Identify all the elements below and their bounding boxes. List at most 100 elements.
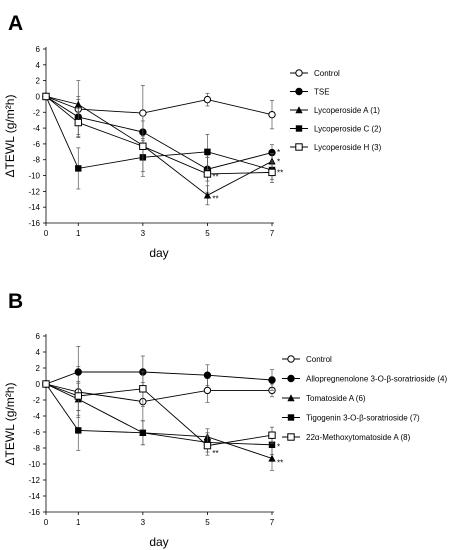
data-point	[74, 118, 82, 127]
legend-marker	[295, 106, 303, 114]
y-tick-label: -16	[28, 508, 40, 517]
y-tick-label: 2	[36, 77, 41, 86]
data-point	[203, 386, 212, 395]
chart-panel-a: A 6 4 2 0 -2 -4 -6 -8 -10 -12 -14 -16 0 1 3 5 7 day ΔTEWL (…	[3, 12, 382, 260]
legend-marker	[287, 374, 295, 383]
x-tick-label: 3	[141, 518, 146, 527]
y-tick-label: -8	[33, 444, 41, 453]
y-tick-label: -6	[33, 140, 41, 149]
legend: Control Allopregnenolone 3-O-β-soratriosi…	[282, 355, 447, 442]
y-tick-label: -10	[28, 172, 40, 181]
legend-item: Allopregnenolone 3-O-β-soratrioside (4)	[282, 375, 447, 384]
legend-marker	[295, 87, 303, 96]
y-tick-label: -4	[33, 412, 41, 421]
y-tick-label: -2	[33, 108, 41, 117]
x-tick-label: 3	[141, 229, 146, 238]
legend-marker	[287, 394, 295, 402]
legend-item: Control	[290, 69, 340, 78]
legend-item: Lycoperoside C (2)	[290, 125, 382, 134]
legend-marker	[287, 433, 295, 441]
significance-marker: **	[212, 449, 218, 458]
legend-item: Lycoperoside A (1)	[290, 106, 380, 115]
legend-item: Control	[282, 355, 332, 364]
data-point	[268, 376, 276, 384]
y-tick-label: 0	[36, 380, 41, 389]
data-point	[268, 168, 276, 177]
chart-panel-b: B 6 4 2 0 -2 -4 -6 -8 -10 -12 -14 -16 0 1 3 5 7 day ΔTEWL (…	[3, 290, 447, 549]
legend-item: Lycoperoside H (3)	[290, 143, 382, 152]
significance-marker: **	[212, 172, 218, 181]
data-point	[203, 441, 212, 450]
data-point	[42, 380, 50, 388]
legend-marker	[295, 69, 303, 77]
x-tick-label: 1	[76, 229, 81, 238]
y-tick-label: -14	[28, 203, 40, 212]
y-tick-label: 6	[36, 332, 41, 341]
y-tick-label: -6	[33, 428, 41, 437]
legend-label: Tomatoside A (6)	[306, 394, 366, 403]
x-tick-label: 5	[205, 229, 210, 238]
legend-label: Allopregnenolone 3-O-β-soratrioside (4)	[306, 375, 447, 384]
y-axis-title: ΔTEWL (g/m²h)	[3, 383, 17, 466]
y-tick-label: 0	[36, 92, 41, 101]
data-point	[139, 385, 147, 393]
legend-item: Tigogenin 3-O-β-soratrioside (7)	[282, 414, 420, 423]
data-point	[74, 392, 82, 400]
y-tick-label: 6	[36, 45, 41, 54]
legend-label: Lycoperoside C (2)	[314, 125, 382, 134]
data-point	[268, 431, 276, 439]
data-point	[268, 454, 276, 462]
legend-label: Lycoperoside A (1)	[314, 106, 380, 115]
x-tick-label: 0	[44, 518, 49, 527]
x-tick-label: 0	[44, 229, 49, 238]
x-tick-label: 7	[270, 229, 275, 238]
data-point	[203, 191, 212, 199]
legend-label: Control	[314, 69, 340, 78]
data-point	[74, 368, 82, 376]
data-point	[204, 148, 211, 156]
x-tick-label: 7	[270, 518, 275, 527]
data-point	[75, 427, 82, 434]
y-tick-label: -8	[33, 156, 41, 165]
legend-marker	[287, 414, 295, 421]
series-1	[42, 80, 276, 142]
panel-letter: B	[8, 290, 23, 313]
y-axis-title: ΔTEWL (g/m²h)	[3, 95, 17, 178]
y-tick-label: -12	[28, 187, 40, 196]
y-tick-label: 4	[36, 61, 41, 70]
x-tick-label: 1	[76, 518, 81, 527]
data-point	[203, 170, 212, 178]
legend: Control TSE Lycoperoside A (1) Lycoperoside…	[290, 69, 382, 152]
y-tick-label: -4	[33, 124, 41, 133]
y-tick-label: -16	[28, 219, 40, 228]
data-point	[42, 92, 50, 101]
legend-marker	[295, 125, 303, 132]
data-point	[139, 142, 147, 150]
data-point	[203, 95, 212, 104]
significance-marker: *	[277, 157, 280, 166]
x-axis-title: day	[149, 535, 168, 549]
significance-marker: **	[277, 168, 283, 177]
data-point	[203, 371, 212, 379]
y-tick-label: -10	[28, 460, 40, 469]
y-tick-label: -14	[28, 492, 40, 501]
legend-marker	[295, 143, 303, 151]
data-point	[139, 429, 147, 436]
legend-label: Tigogenin 3-O-β-soratrioside (7)	[306, 414, 420, 423]
series-5	[42, 92, 276, 193]
significance-marker: **	[277, 458, 283, 467]
x-tick-label: 5	[205, 518, 210, 527]
y-tick-label: 2	[36, 364, 41, 373]
data-point	[75, 165, 82, 172]
y-tick-label: -12	[28, 476, 40, 485]
series-5	[42, 370, 276, 456]
data-point	[268, 441, 276, 448]
significance-marker: *	[277, 442, 280, 451]
y-tick-label: 4	[36, 348, 41, 357]
legend-label: Lycoperoside H (3)	[314, 143, 382, 152]
legend-label: Control	[306, 355, 332, 364]
legend-label: 22α-Methoxytomatoside A (8)	[306, 433, 411, 442]
legend-marker	[287, 355, 295, 363]
data-point	[139, 109, 147, 117]
